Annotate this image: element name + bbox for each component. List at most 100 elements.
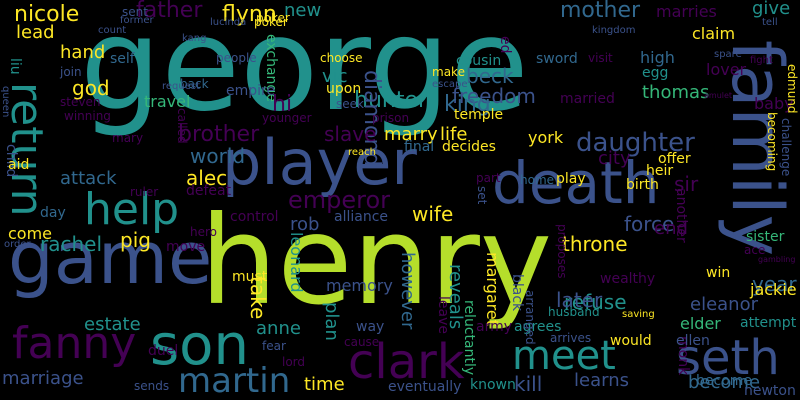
- word-arranged: arranged: [523, 290, 537, 345]
- word-play: play: [556, 171, 586, 187]
- word-temple: temple: [454, 107, 504, 123]
- word-empire: empire: [226, 83, 276, 99]
- word-part: part: [476, 171, 501, 185]
- word-freedom: freedom: [452, 84, 536, 108]
- word-sent: sent: [122, 5, 148, 19]
- word-ed: ed: [497, 36, 513, 54]
- word-heir: heir: [646, 163, 674, 179]
- word-leonard: leonard: [287, 232, 306, 293]
- word-new: new: [284, 0, 322, 21]
- word-kang: kang: [182, 33, 207, 44]
- word-life: life: [440, 124, 468, 145]
- word-york: york: [528, 128, 564, 147]
- word-clark: clark: [348, 334, 465, 390]
- word-seth: seth: [676, 330, 780, 386]
- word-poker: poker: [256, 11, 290, 25]
- word-called: called: [175, 108, 189, 144]
- word-husband: husband: [548, 305, 600, 319]
- word-ellen: ellen: [676, 333, 710, 349]
- word-win: win: [706, 265, 731, 281]
- word-hero: hero: [190, 225, 217, 239]
- word-reluctantly: reluctantly: [461, 300, 477, 376]
- word-leave: leave: [435, 296, 451, 334]
- word-lord: lord: [282, 355, 306, 369]
- word-married: married: [560, 91, 615, 107]
- word-hunter: hunter: [354, 88, 428, 113]
- word-give: give: [752, 0, 791, 19]
- word-end: end: [654, 218, 688, 239]
- word-year: year: [752, 272, 797, 296]
- word-world: world: [190, 144, 246, 168]
- word-proposes: proposes: [555, 224, 569, 279]
- word-home: home: [520, 173, 555, 187]
- word-younger: younger: [262, 111, 312, 125]
- word-death: death: [492, 149, 660, 217]
- word-newton: newton: [744, 383, 796, 399]
- word-thomas: thomas: [642, 82, 710, 103]
- word-father: father: [136, 0, 203, 23]
- word-arrives: arrives: [550, 331, 592, 345]
- word-attack: attack: [60, 168, 117, 189]
- word-winning: winning: [64, 109, 111, 123]
- word-return: return: [1, 82, 52, 217]
- word-aid: aid: [8, 157, 30, 173]
- word-eleanor: eleanor: [690, 294, 759, 315]
- word-sword: sword: [536, 51, 578, 67]
- word-marriage: marriage: [2, 368, 84, 389]
- word-lead: lead: [16, 22, 55, 43]
- word-diamond: diamond: [359, 70, 384, 167]
- word-son: son: [150, 313, 249, 378]
- word-steven: steven: [60, 95, 101, 109]
- word-alec: alec: [186, 166, 228, 190]
- word-time: time: [304, 374, 345, 395]
- word-choose: choose: [320, 51, 363, 65]
- word-throne: throne: [562, 232, 628, 256]
- word-army: army: [476, 319, 513, 335]
- word-reach: reach: [348, 147, 377, 158]
- word-move: move: [166, 239, 206, 255]
- word-tell: tell: [762, 17, 778, 28]
- word-become: become: [688, 372, 761, 393]
- word-plan: plan: [321, 302, 342, 341]
- word-mother: mother: [560, 0, 641, 23]
- word-martin: martin: [178, 361, 291, 400]
- word-former: former: [120, 15, 154, 26]
- word-final: final: [404, 139, 435, 155]
- word-black: black: [509, 274, 525, 312]
- word-kill: kill: [514, 372, 543, 396]
- word-come: come: [8, 224, 53, 243]
- word-memory: memory: [326, 276, 393, 295]
- word-control: control: [230, 209, 279, 225]
- word-lucinda: lucinda: [210, 17, 247, 28]
- word-player: player: [222, 126, 417, 199]
- word-hand: hand: [60, 42, 106, 63]
- word-margaret: margaret: [483, 252, 502, 326]
- word-meet: meet: [512, 333, 616, 379]
- word-birth: birth: [626, 177, 659, 193]
- word-liu: liu: [7, 58, 23, 75]
- word-hi: hi: [272, 92, 293, 117]
- word-day: day: [40, 205, 66, 221]
- word-way: way: [356, 319, 385, 335]
- word-fear: fear: [262, 339, 286, 353]
- word-defeat: defeat: [186, 183, 232, 199]
- word-ruler: ruler: [130, 185, 159, 199]
- word-reveals: reveals: [445, 264, 466, 330]
- word-becoming: becoming: [765, 112, 779, 172]
- word-wife: wife: [412, 202, 454, 226]
- word-god: god: [72, 76, 110, 100]
- word-alliance: alliance: [334, 209, 389, 225]
- word-lover: lover: [706, 60, 747, 79]
- word-set: set: [475, 186, 489, 205]
- word-baby: baby: [754, 94, 794, 113]
- word-join: join: [60, 65, 82, 79]
- word-kingdom: kingdom: [592, 25, 636, 36]
- word-fanny: fanny: [12, 318, 137, 369]
- word-make: make: [432, 65, 465, 79]
- word-offer: offer: [658, 151, 691, 167]
- word-family: family: [716, 40, 798, 257]
- word-travel: travel: [144, 92, 191, 111]
- word-request: request: [162, 81, 201, 92]
- word-upon: upon: [326, 81, 362, 97]
- word-would: would: [610, 333, 652, 349]
